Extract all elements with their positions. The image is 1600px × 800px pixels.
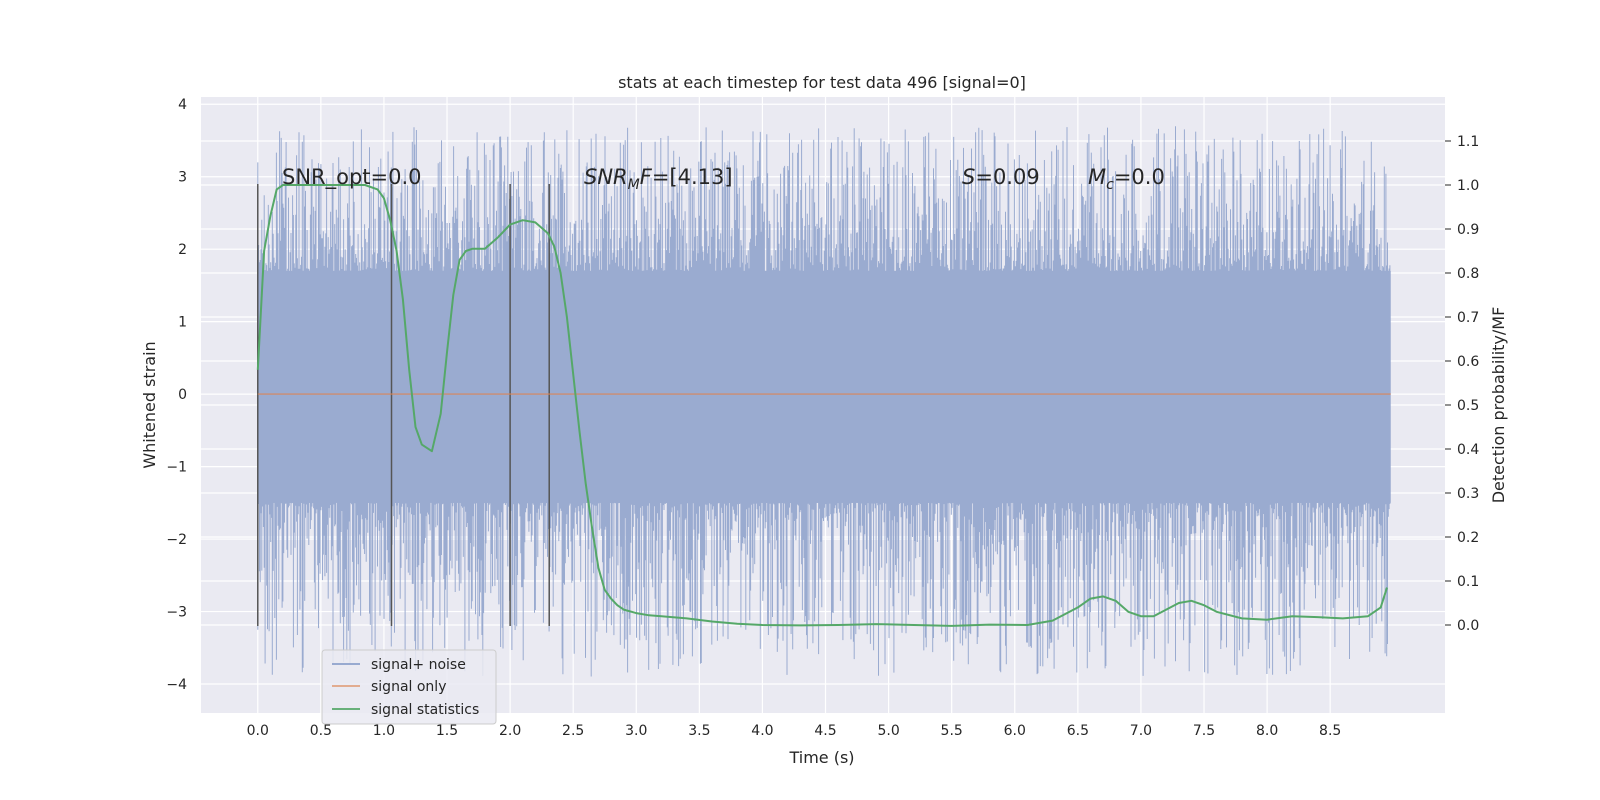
y-tick-label: −3 [166,605,187,621]
snr-mf-pre: SNR [584,165,628,189]
series-signal-statistics [256,184,1388,627]
x-tick-label: 8.0 [1256,723,1278,739]
x-tick-label: 4.5 [814,723,836,739]
mc-sub: c [1106,177,1114,193]
snr-mf-post-it: F [640,165,653,189]
y-tick-label: −4 [166,677,187,693]
annotation-s: S=0.09 [962,165,1040,189]
y-axis-label-right: Detection probability/MF [1489,307,1508,504]
series-lines [256,184,1391,627]
y-right-tick-label: 0.9 [1457,222,1479,238]
y-right-tick-label: 0.2 [1457,530,1479,546]
x-tick-label: 6.5 [1067,723,1089,739]
x-axis-label: Time (s) [788,748,854,767]
snr-mf-sub: M [628,177,640,193]
y-tick-label: 4 [178,97,187,113]
x-tick-label: 0.5 [310,723,332,739]
x-tick-label: 2.5 [562,723,584,739]
mc-post: =0.0 [1114,165,1165,189]
x-tick-label: 1.0 [373,723,395,739]
y-right-tick-label: 0.8 [1457,266,1479,282]
x-tick-label: 0.0 [247,723,269,739]
y-right-tick-label: 0.0 [1457,618,1479,634]
chart-title: stats at each timestep for test data 496… [618,73,1026,92]
y-axis-label: Whitened strain [140,341,159,468]
x-tick-label: 1.5 [436,723,458,739]
legend-label-noise: signal+ noise [371,657,466,673]
snr-mf-post: =[4.13] [652,165,733,189]
y-right-tick-label: 0.5 [1457,398,1479,414]
annotation-mc: Mc=0.0 [1088,165,1165,193]
x-tick-label: 5.5 [941,723,963,739]
annotation-snr-opt: SNR_opt=0.0 [282,165,422,190]
legend-label-stats: signal statistics [371,702,479,718]
y-right-tick-label: 0.7 [1457,310,1479,326]
y-right-tick-label: 1.1 [1457,134,1479,150]
x-tick-label: 3.5 [688,723,710,739]
vertical-markers [257,183,550,627]
y-right-tick-label: 1.0 [1457,178,1479,194]
s-post: =0.09 [975,165,1039,189]
mc-pre: M [1088,165,1106,189]
x-tick-label: 8.5 [1319,723,1341,739]
x-tick-label: 5.0 [877,723,899,739]
y-right-tick-label: 0.4 [1457,442,1479,458]
annotation-snr-mf: SNRMF=[4.13] [584,165,733,193]
y-right-tick-label: 0.1 [1457,574,1479,590]
tick-labels: 0.0 0.5 1.0 1.5 2.0 2.5 3.0 3.5 4.0 4.5 5.0 5.5 6.0 6… [166,97,1479,739]
y-right-tick-label: 0.6 [1457,354,1479,370]
y-right-tick-label: 0.3 [1457,486,1479,502]
x-tick-label: 7.0 [1130,723,1152,739]
x-tick-label: 3.0 [625,723,647,739]
x-tick-label: 6.0 [1004,723,1026,739]
x-tick-label: 4.0 [751,723,773,739]
s-pre: S [962,165,975,189]
legend: signal+ noise signal only signal statist… [321,649,497,725]
y-tick-label: 0 [178,387,187,403]
y-tick-label: 1 [178,315,187,331]
noise-series [257,126,1391,677]
legend-box [321,649,497,725]
y-tick-label: −1 [166,460,187,476]
y-tick-label: 3 [178,170,187,186]
x-tick-label: 7.5 [1193,723,1215,739]
legend-label-signal: signal only [371,679,446,695]
x-tick-label: 2.0 [499,723,521,739]
y-tick-label: −2 [166,532,187,548]
y-tick-label: 2 [178,242,187,258]
